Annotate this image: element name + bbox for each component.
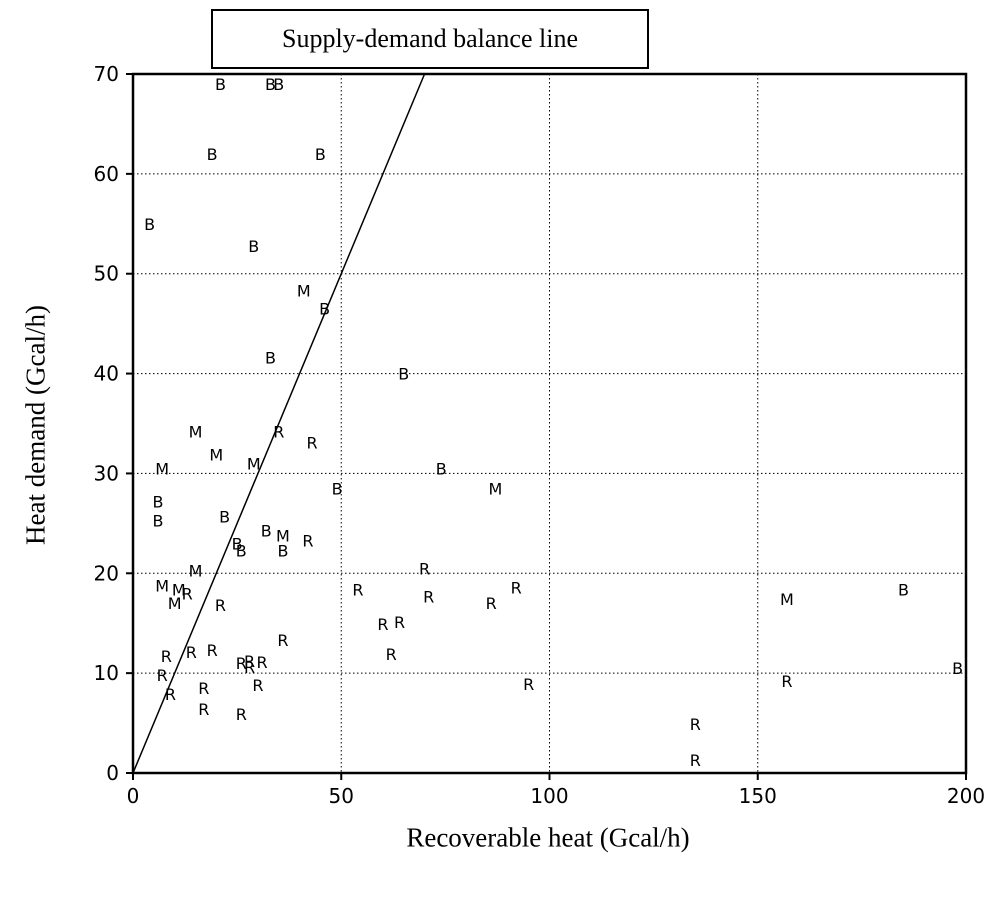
legend-label: Supply-demand balance line bbox=[281, 24, 579, 53]
data-point: B bbox=[152, 511, 163, 530]
data-point: R bbox=[215, 596, 226, 615]
data-point: M bbox=[189, 422, 203, 441]
data-point: B bbox=[273, 75, 284, 94]
data-point: B bbox=[219, 507, 230, 526]
data-point: M bbox=[276, 526, 290, 545]
data-point: B bbox=[398, 365, 409, 384]
data-point: R bbox=[419, 559, 430, 578]
data-point: M bbox=[247, 454, 261, 473]
data-point: B bbox=[248, 237, 259, 256]
data-point: M bbox=[209, 445, 223, 464]
plot-frame bbox=[131, 72, 968, 775]
data-point: M bbox=[488, 479, 502, 498]
data-point: R bbox=[781, 672, 792, 691]
x-tick-label: 0 bbox=[127, 784, 140, 808]
data-point: R bbox=[273, 422, 284, 441]
data-point: R bbox=[511, 578, 522, 597]
data-point: R bbox=[257, 653, 268, 672]
data-point: M bbox=[780, 590, 794, 609]
data-point: R bbox=[236, 705, 247, 724]
balance-line-group bbox=[132, 73, 426, 774]
x-tick-label: 50 bbox=[329, 784, 354, 808]
data-point: R bbox=[165, 685, 176, 704]
x-tick-label: 100 bbox=[530, 784, 568, 808]
y-tick-label: 20 bbox=[94, 561, 119, 585]
data-point: R bbox=[182, 584, 193, 603]
y-tick-label: 40 bbox=[94, 362, 119, 386]
x-axis-label: Recoverable heat (Gcal/h) bbox=[406, 822, 690, 853]
data-point: M bbox=[172, 580, 186, 599]
data-point: B bbox=[261, 521, 272, 540]
data-point: R bbox=[394, 613, 405, 632]
y-tick-label: 50 bbox=[94, 262, 119, 286]
y-axis-label: Heat demand (Gcal/h) bbox=[20, 305, 51, 545]
data-point: R bbox=[352, 580, 363, 599]
data-point: R bbox=[198, 700, 209, 719]
data-point: B bbox=[207, 145, 218, 164]
data-point: R bbox=[690, 715, 701, 734]
data-point: M bbox=[189, 561, 203, 580]
data-point: R bbox=[423, 587, 434, 606]
data-point: R bbox=[252, 676, 263, 695]
axis-ticks: 0 50 100 150 200 0 10 20 30 40 50 60 70 bbox=[94, 62, 986, 808]
data-point: M bbox=[155, 459, 169, 478]
data-point: B bbox=[332, 479, 343, 498]
data-point: R bbox=[244, 652, 255, 671]
data-point: B bbox=[898, 580, 909, 599]
data-point: R bbox=[157, 666, 168, 685]
y-tick-label: 10 bbox=[94, 661, 119, 685]
data-point: M bbox=[155, 576, 169, 595]
data-point: M bbox=[297, 282, 311, 301]
y-tick-label: 70 bbox=[94, 62, 119, 86]
y-tick-label: 30 bbox=[94, 461, 119, 485]
data-point: R bbox=[486, 594, 497, 613]
data-point: B bbox=[319, 300, 330, 319]
grid-lines bbox=[133, 74, 966, 773]
data-point: B bbox=[277, 541, 288, 560]
data-point: R bbox=[207, 641, 218, 660]
data-point: R bbox=[186, 643, 197, 662]
x-tick-label: 150 bbox=[739, 784, 777, 808]
data-point: R bbox=[690, 751, 701, 770]
data-point: R bbox=[244, 658, 255, 677]
data-point: B bbox=[265, 349, 276, 368]
x-tick-label: 200 bbox=[947, 784, 985, 808]
balance-line bbox=[132, 73, 426, 774]
y-tick-label: 60 bbox=[94, 162, 119, 186]
y-tick-label: 0 bbox=[106, 761, 119, 785]
data-point: B bbox=[315, 145, 326, 164]
data-point: R bbox=[523, 675, 534, 694]
data-point: B bbox=[232, 534, 243, 553]
data-point: B bbox=[436, 459, 447, 478]
data-point: R bbox=[307, 433, 318, 452]
data-point: R bbox=[377, 615, 388, 634]
data-point: R bbox=[236, 654, 247, 673]
data-point: R bbox=[386, 645, 397, 664]
data-point: B bbox=[152, 492, 163, 511]
data-point: B bbox=[265, 75, 276, 94]
data-point: R bbox=[161, 647, 172, 666]
data-point: M bbox=[168, 594, 182, 613]
data-point: B bbox=[952, 659, 963, 678]
data-point: R bbox=[302, 531, 313, 550]
data-point: R bbox=[198, 679, 209, 698]
data-point: B bbox=[144, 215, 155, 234]
legend-box: Supply-demand balance line bbox=[211, 9, 649, 69]
data-point: B bbox=[215, 75, 226, 94]
data-point: B bbox=[236, 541, 247, 560]
data-point: R bbox=[277, 631, 288, 650]
